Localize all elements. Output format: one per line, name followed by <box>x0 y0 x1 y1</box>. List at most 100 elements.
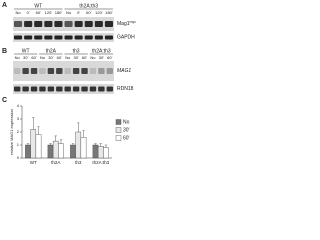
error-bar <box>49 143 52 145</box>
blot-band <box>81 68 88 74</box>
blot-band <box>44 21 53 27</box>
lane-label: 180' <box>55 10 63 15</box>
blot-band <box>106 86 113 92</box>
bar <box>52 140 59 159</box>
bar <box>30 129 37 159</box>
blot-band <box>14 86 21 92</box>
blot-background <box>13 84 114 94</box>
blot-band <box>89 86 97 92</box>
blot-band <box>104 21 113 27</box>
error-bar <box>59 139 63 144</box>
panel-label: A <box>2 2 7 9</box>
blot-band <box>47 68 55 74</box>
y-axis-label: relative MAG1 expression <box>9 109 14 155</box>
group-label: th3 <box>73 48 80 54</box>
y-tick-label: 3 <box>17 116 20 121</box>
lane-label: 60' <box>57 55 62 60</box>
blot-band <box>81 86 88 92</box>
blot-band <box>54 21 63 27</box>
error-bar <box>71 143 75 145</box>
blot-band <box>30 86 38 92</box>
group-label: th2A <box>46 48 57 54</box>
lane-label: 30' <box>99 55 104 60</box>
bar <box>103 147 109 159</box>
blot-band <box>94 35 103 40</box>
blot-band <box>84 35 93 40</box>
bar <box>35 134 42 159</box>
x-tick-label: WT <box>30 160 37 165</box>
lane-label: 60' <box>107 55 112 60</box>
legend-label: 60' <box>123 135 130 141</box>
blot-band <box>24 35 33 40</box>
bar <box>75 131 82 159</box>
lane-label: No <box>15 55 21 60</box>
bar <box>47 144 54 159</box>
legend-swatch <box>115 135 122 141</box>
bar <box>92 144 99 159</box>
lane-label: 30' <box>23 55 28 60</box>
blot-band <box>39 86 46 92</box>
lane-label: No <box>90 55 96 60</box>
y-tick-label: 4 <box>17 103 20 108</box>
blot-band <box>64 68 71 74</box>
blot-band <box>54 35 63 40</box>
lane-label: 0' <box>27 10 30 15</box>
blot-band <box>64 86 71 92</box>
row-label-text: RDN18 <box>117 86 134 92</box>
legend-swatch <box>115 119 122 125</box>
blot-band <box>74 35 83 40</box>
error-bar <box>32 117 35 130</box>
group-label: WT <box>22 48 30 54</box>
bar <box>70 144 76 159</box>
bar <box>97 146 104 159</box>
row-label-text: MAG1 <box>117 68 131 74</box>
error-bar <box>26 143 30 145</box>
blot-background <box>13 61 114 81</box>
error-bar <box>99 143 102 147</box>
lane-label: No <box>66 10 72 15</box>
bar <box>58 143 64 159</box>
error-bar <box>77 122 80 132</box>
blot-band <box>72 86 80 92</box>
group-label: th2A:th3 <box>79 3 98 9</box>
lane-label: 30' <box>74 55 79 60</box>
blot-band <box>56 86 63 92</box>
blot-band <box>47 86 55 92</box>
blot-band <box>24 21 33 27</box>
x-tick-label: th2A <box>51 160 60 165</box>
panel-label: C <box>2 97 7 104</box>
group-label: th2A:th3 <box>92 48 111 54</box>
bar <box>25 144 31 159</box>
lane-label: 30' <box>48 55 53 60</box>
lane-label: 0' <box>77 10 80 15</box>
blot-band <box>64 21 73 27</box>
group-label: WT <box>34 3 42 9</box>
blot-band <box>34 21 43 27</box>
blot-band <box>14 68 21 74</box>
blot-band <box>22 86 29 92</box>
blot-band <box>30 68 38 74</box>
y-tick-label: 1 <box>17 142 20 147</box>
blot-band <box>56 68 63 74</box>
blot-band <box>94 21 103 27</box>
blot-band <box>98 86 105 92</box>
y-tick-label: 2 <box>17 129 20 134</box>
lane-label: No <box>15 10 21 15</box>
panel-label: B <box>2 48 7 55</box>
blot-band <box>34 35 43 40</box>
lane-label: 60' <box>86 10 91 15</box>
lane-label: 60' <box>36 10 41 15</box>
row-label: RDN18 <box>117 86 134 92</box>
blot-band <box>72 68 80 74</box>
row-label: Mag1myc <box>117 20 136 27</box>
x-tick-label: th2A:th3 <box>92 160 109 165</box>
lane-label: 180' <box>105 10 113 15</box>
blot-band <box>84 21 93 27</box>
blot-band <box>44 35 53 40</box>
blot-background <box>13 33 114 42</box>
lane-label: 120' <box>45 10 53 15</box>
blot-band <box>104 35 113 40</box>
blot-band <box>14 21 23 27</box>
row-label: MAG1 <box>117 68 131 74</box>
